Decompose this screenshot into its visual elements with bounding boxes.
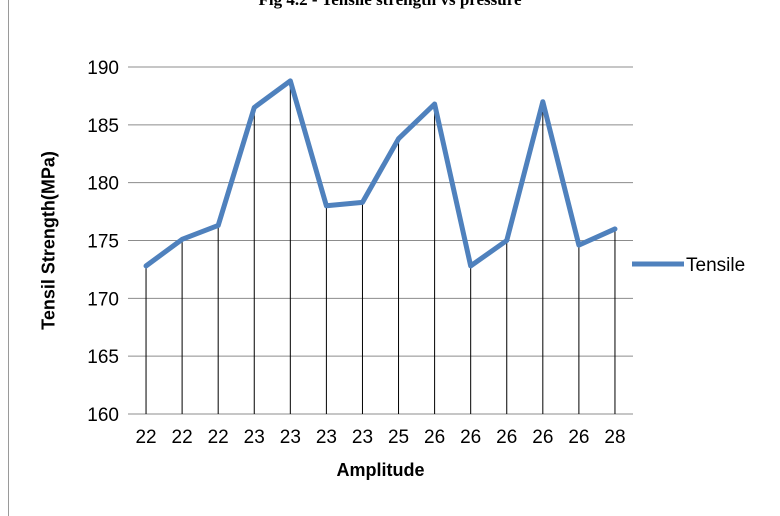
x-tick-label: 23 [280, 427, 301, 448]
series-line-tensile [143, 78, 618, 269]
figure-caption: Fig 4.2 - Tensile strength vs pressure [0, 0, 780, 10]
legend: Tensile [632, 255, 745, 276]
y-tick-label: 170 [87, 289, 119, 310]
x-tick-label: 25 [388, 427, 409, 448]
y-tick-label: 190 [87, 58, 119, 79]
drop-lines [145, 80, 616, 414]
x-tick-label: 23 [244, 427, 265, 448]
x-axis-title: Amplitude [337, 460, 425, 480]
y-tick-labels: 160 165 170 175 180 185 190 [87, 58, 119, 426]
x-tick-label: 22 [135, 427, 156, 448]
x-tick-label: 22 [208, 427, 229, 448]
x-tick-label: 26 [496, 427, 517, 448]
x-tick-label: 26 [568, 427, 589, 448]
x-tick-label: 28 [604, 427, 625, 448]
y-tick-label: 165 [87, 347, 119, 368]
x-tick-label: 26 [424, 427, 445, 448]
y-tick-label: 175 [87, 232, 119, 253]
y-axis-title: Tensil Strength(MPa) [38, 151, 58, 330]
chart-frame [8, 0, 768, 516]
x-tick-label: 23 [316, 427, 337, 448]
y-tick-label: 185 [87, 116, 119, 137]
y-tick-label: 180 [87, 174, 119, 195]
x-tick-label: 23 [352, 427, 373, 448]
x-tick-labels: 22 22 22 23 23 23 23 25 26 26 26 26 26 28 [135, 427, 625, 448]
series-lines [143, 78, 618, 269]
x-tick-label: 26 [460, 427, 481, 448]
x-tick-label: 22 [172, 427, 193, 448]
y-tick-label: 160 [87, 405, 119, 426]
gridlines [128, 66, 633, 415]
x-tick-label: 26 [532, 427, 553, 448]
legend-label-tensile: Tensile [686, 255, 745, 276]
